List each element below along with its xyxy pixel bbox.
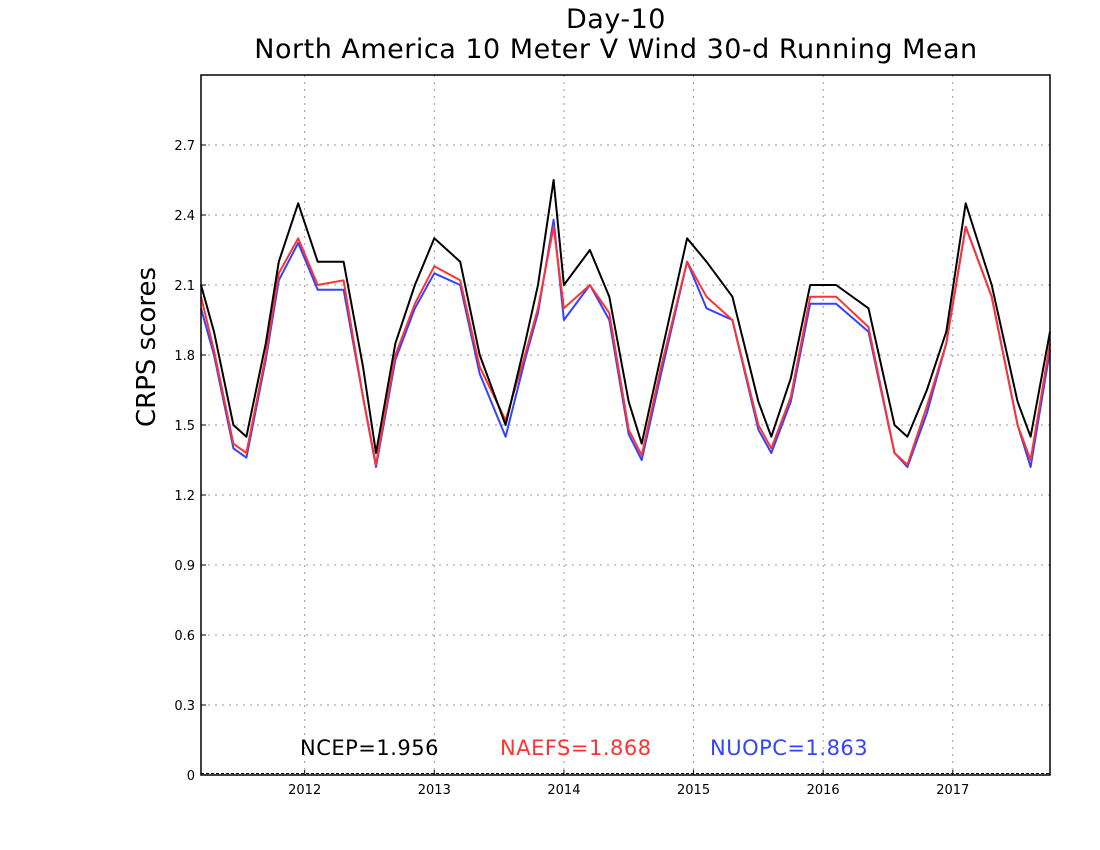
chart-title-line-1: Day-10 [566, 4, 666, 35]
y-tick-label: 1.8 [174, 349, 195, 364]
y-tick-label: 2.1 [174, 279, 195, 294]
y-tick-label: 0.6 [174, 629, 195, 644]
series-line-ncep [200, 179, 1051, 454]
y-tick-label: 1.2 [174, 489, 195, 504]
x-tick-label: 2013 [418, 783, 451, 798]
y-axis-ticks: 0 0.3 0.6 0.9 1.2 1.5 1.8 2.1 2.4 2.7 [174, 139, 206, 784]
x-axis-ticks: 2012 2013 2014 2015 2016 2017 [288, 770, 969, 798]
x-tick-label: 2017 [936, 783, 969, 798]
x-tick-label: 2012 [288, 783, 321, 798]
y-tick-label: 2.4 [174, 209, 195, 224]
grid-lines [201, 75, 1050, 775]
score-label-ncep: NCEP=1.956 [300, 736, 439, 760]
x-tick-label: 2015 [677, 783, 710, 798]
x-tick-label: 2014 [547, 783, 580, 798]
series-lines [200, 179, 1051, 468]
y-tick-label: 0.3 [174, 699, 195, 714]
series-line-naefs [200, 225, 1051, 466]
y-tick-label: 0.9 [174, 559, 195, 574]
score-label-naefs: NAEFS=1.868 [500, 736, 652, 760]
x-tick-label: 2016 [807, 783, 840, 798]
score-legend: NCEP=1.956 NAEFS=1.868 NUOPC=1.863 [300, 736, 868, 760]
chart-title-line-2: North America 10 Meter V Wind 30-d Runni… [254, 34, 978, 65]
y-tick-label: 0 [187, 769, 195, 784]
series-line-nuopc [200, 218, 1051, 468]
score-label-nuopc: NUOPC=1.863 [710, 736, 868, 760]
y-tick-label: 2.7 [174, 139, 195, 154]
y-tick-label: 1.5 [174, 419, 195, 434]
plot-frame [200, 74, 1051, 776]
